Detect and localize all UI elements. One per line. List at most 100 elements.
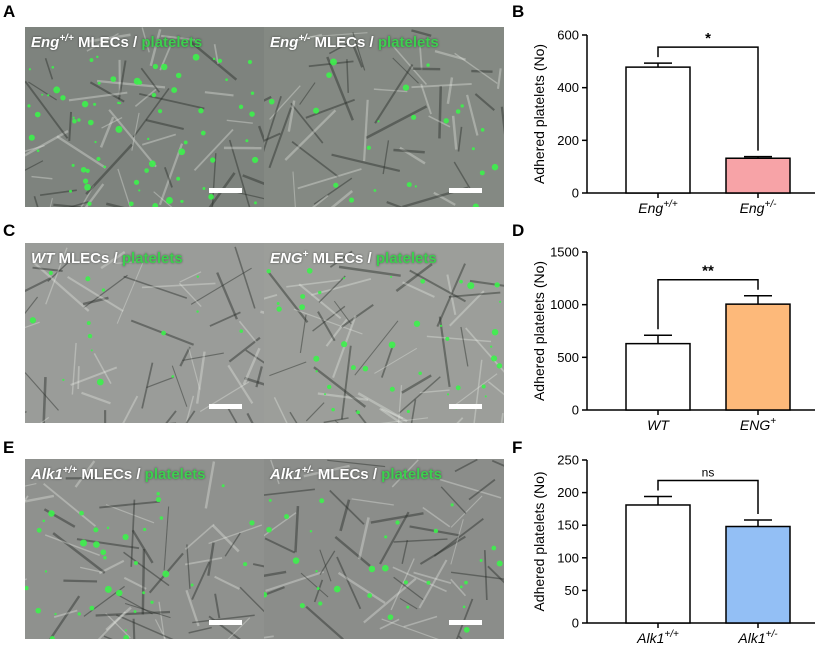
platelet-dot <box>94 140 97 144</box>
cell-streak <box>208 172 236 207</box>
cell-streak <box>399 146 426 165</box>
platelet-dot <box>445 336 450 341</box>
cell-streak <box>105 202 125 207</box>
platelets-label: platelets <box>121 250 183 267</box>
cell-streak <box>114 260 142 265</box>
platelet-dot <box>319 498 325 504</box>
cell-streak <box>455 373 498 405</box>
cell-streak <box>56 135 107 169</box>
y-tick-label: 200 <box>557 485 579 500</box>
cell-streak <box>290 33 323 43</box>
cell-streak <box>47 259 71 282</box>
cell-streak <box>117 594 153 615</box>
cell-streak <box>379 618 400 630</box>
cell-streak <box>454 459 478 473</box>
cell-streak <box>456 417 464 423</box>
cell-streak <box>40 416 50 423</box>
cell-streak <box>333 300 352 325</box>
cell-streak <box>105 612 131 639</box>
platelet-dot <box>124 629 127 632</box>
micrograph-label: ENG+ MLECs / platelets <box>270 249 437 267</box>
cell-streak <box>264 132 281 142</box>
cell-streak <box>401 374 432 394</box>
cell-streak <box>411 82 472 89</box>
y-tick-label: 0 <box>572 186 579 201</box>
cell-streak <box>191 561 211 600</box>
platelet-dot <box>388 341 396 349</box>
platelet-dot <box>162 570 170 578</box>
platelet-dot <box>309 530 313 533</box>
cell-streak <box>433 191 456 206</box>
cell-streak <box>245 349 264 364</box>
cell-streak <box>269 85 301 120</box>
platelet-dot <box>28 134 35 141</box>
cell-streak <box>297 168 362 190</box>
platelet-dot <box>239 329 244 333</box>
cell-streak <box>123 576 147 590</box>
panel-letter-e: E <box>3 438 15 457</box>
cell-streak <box>393 538 448 543</box>
cell-streak <box>318 275 346 303</box>
cell-streak <box>393 576 424 601</box>
cell-streak <box>289 411 298 423</box>
cell-streak <box>393 148 425 154</box>
micrograph-alk1-wt: Alk1+/+ MLECs / platelets <box>25 459 264 639</box>
cell-streak <box>52 532 106 574</box>
cell-streak <box>439 478 502 499</box>
cell-streak <box>224 532 241 557</box>
cell-streak <box>99 500 160 509</box>
platelet-dot <box>200 130 206 136</box>
platelet-dot <box>96 55 99 59</box>
cell-streak <box>487 381 504 396</box>
cell-streak <box>182 352 224 362</box>
platelet-dot <box>62 378 65 382</box>
platelet-dot <box>330 58 337 66</box>
platelet-dot <box>41 93 44 96</box>
platelet-dot <box>225 78 228 82</box>
platelet-dot <box>264 591 268 598</box>
platelet-dot <box>101 288 106 292</box>
cell-streak <box>116 262 144 324</box>
micrograph-background <box>264 27 504 207</box>
platelet-dot <box>90 349 93 352</box>
cell-streak <box>105 606 132 631</box>
y-tick-label: 600 <box>557 28 579 43</box>
platelet-dot <box>97 81 101 85</box>
platelet-dot <box>462 605 466 609</box>
platelet-dot <box>96 378 104 386</box>
platelet-dot <box>342 277 346 280</box>
cell-type-label: MLECs / <box>77 466 145 483</box>
cell-streak <box>25 80 69 139</box>
platelet-dot <box>176 176 181 181</box>
platelet-dot <box>156 492 160 496</box>
platelet-dot <box>123 634 129 639</box>
cell-streak <box>374 347 418 374</box>
cell-streak <box>188 347 201 390</box>
cell-streak <box>392 57 419 84</box>
x-tick-label: ENG+ <box>740 416 776 433</box>
platelet-dot <box>29 317 37 324</box>
cell-streak <box>303 464 350 478</box>
cell-streak <box>216 272 238 320</box>
cell-streak <box>25 483 37 487</box>
cell-streak <box>192 614 255 624</box>
cell-streak <box>25 129 69 157</box>
genotype-superscript: +/+ <box>62 465 78 476</box>
cell-streak <box>86 32 119 52</box>
y-tick-label: 1000 <box>550 297 579 312</box>
cell-streak <box>227 408 238 423</box>
platelet-dot <box>221 484 225 488</box>
cell-streak <box>131 112 140 151</box>
cell-streak <box>273 397 288 423</box>
cell-streak <box>213 44 219 65</box>
platelet-dot <box>138 189 141 192</box>
cell-streak <box>327 459 386 468</box>
cell-streak <box>25 160 44 171</box>
cell-streak <box>141 133 177 146</box>
cell-streak <box>179 346 191 367</box>
cell-streak <box>82 296 109 306</box>
cell-streak <box>374 63 414 124</box>
genotype-superscript: + <box>302 249 309 260</box>
cell-streak <box>291 141 339 178</box>
platelet-dot <box>158 109 163 114</box>
